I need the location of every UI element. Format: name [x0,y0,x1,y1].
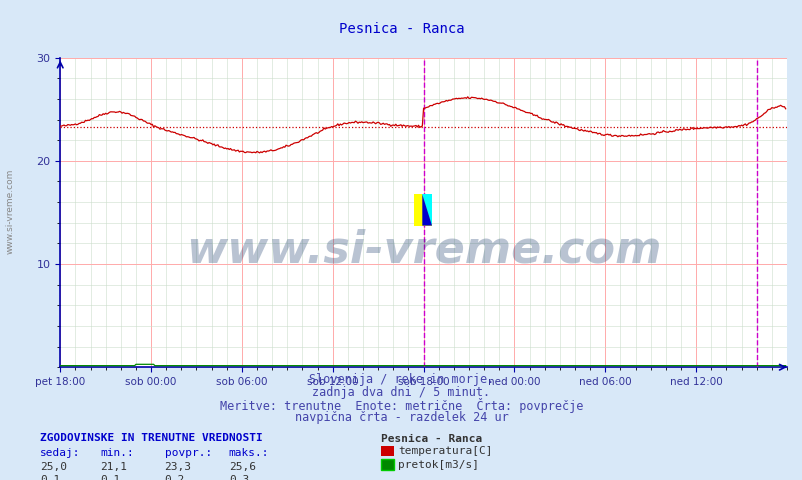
Polygon shape [414,194,431,226]
Text: povpr.:: povpr.: [164,448,212,458]
Text: zadnja dva dni / 5 minut.: zadnja dva dni / 5 minut. [312,386,490,399]
Text: Meritve: trenutne  Enote: metrične  Črta: povprečje: Meritve: trenutne Enote: metrične Črta: … [220,398,582,413]
Text: Slovenija / reke in morje.: Slovenija / reke in morje. [309,373,493,386]
Text: Pesnica - Ranca: Pesnica - Ranca [381,434,482,444]
Text: min.:: min.: [100,448,134,458]
Text: ZGODOVINSKE IN TRENUTNE VREDNOSTI: ZGODOVINSKE IN TRENUTNE VREDNOSTI [40,433,262,443]
Text: 0,3: 0,3 [229,475,249,480]
Text: www.si-vreme.com: www.si-vreme.com [185,228,661,271]
Polygon shape [422,194,431,226]
Text: Pesnica - Ranca: Pesnica - Ranca [338,22,464,36]
Text: pretok[m3/s]: pretok[m3/s] [398,460,479,469]
Text: temperatura[C]: temperatura[C] [398,446,492,456]
Polygon shape [422,194,431,226]
Text: www.si-vreme.com: www.si-vreme.com [6,168,15,254]
Text: 0,2: 0,2 [164,475,184,480]
Text: maks.:: maks.: [229,448,269,458]
Text: sedaj:: sedaj: [40,448,80,458]
Text: navpična črta - razdelek 24 ur: navpična črta - razdelek 24 ur [294,411,508,424]
Text: 25,6: 25,6 [229,462,256,472]
Text: 25,0: 25,0 [40,462,67,472]
Text: 21,1: 21,1 [100,462,128,472]
Text: 23,3: 23,3 [164,462,192,472]
Text: 0,1: 0,1 [100,475,120,480]
Text: 0,1: 0,1 [40,475,60,480]
